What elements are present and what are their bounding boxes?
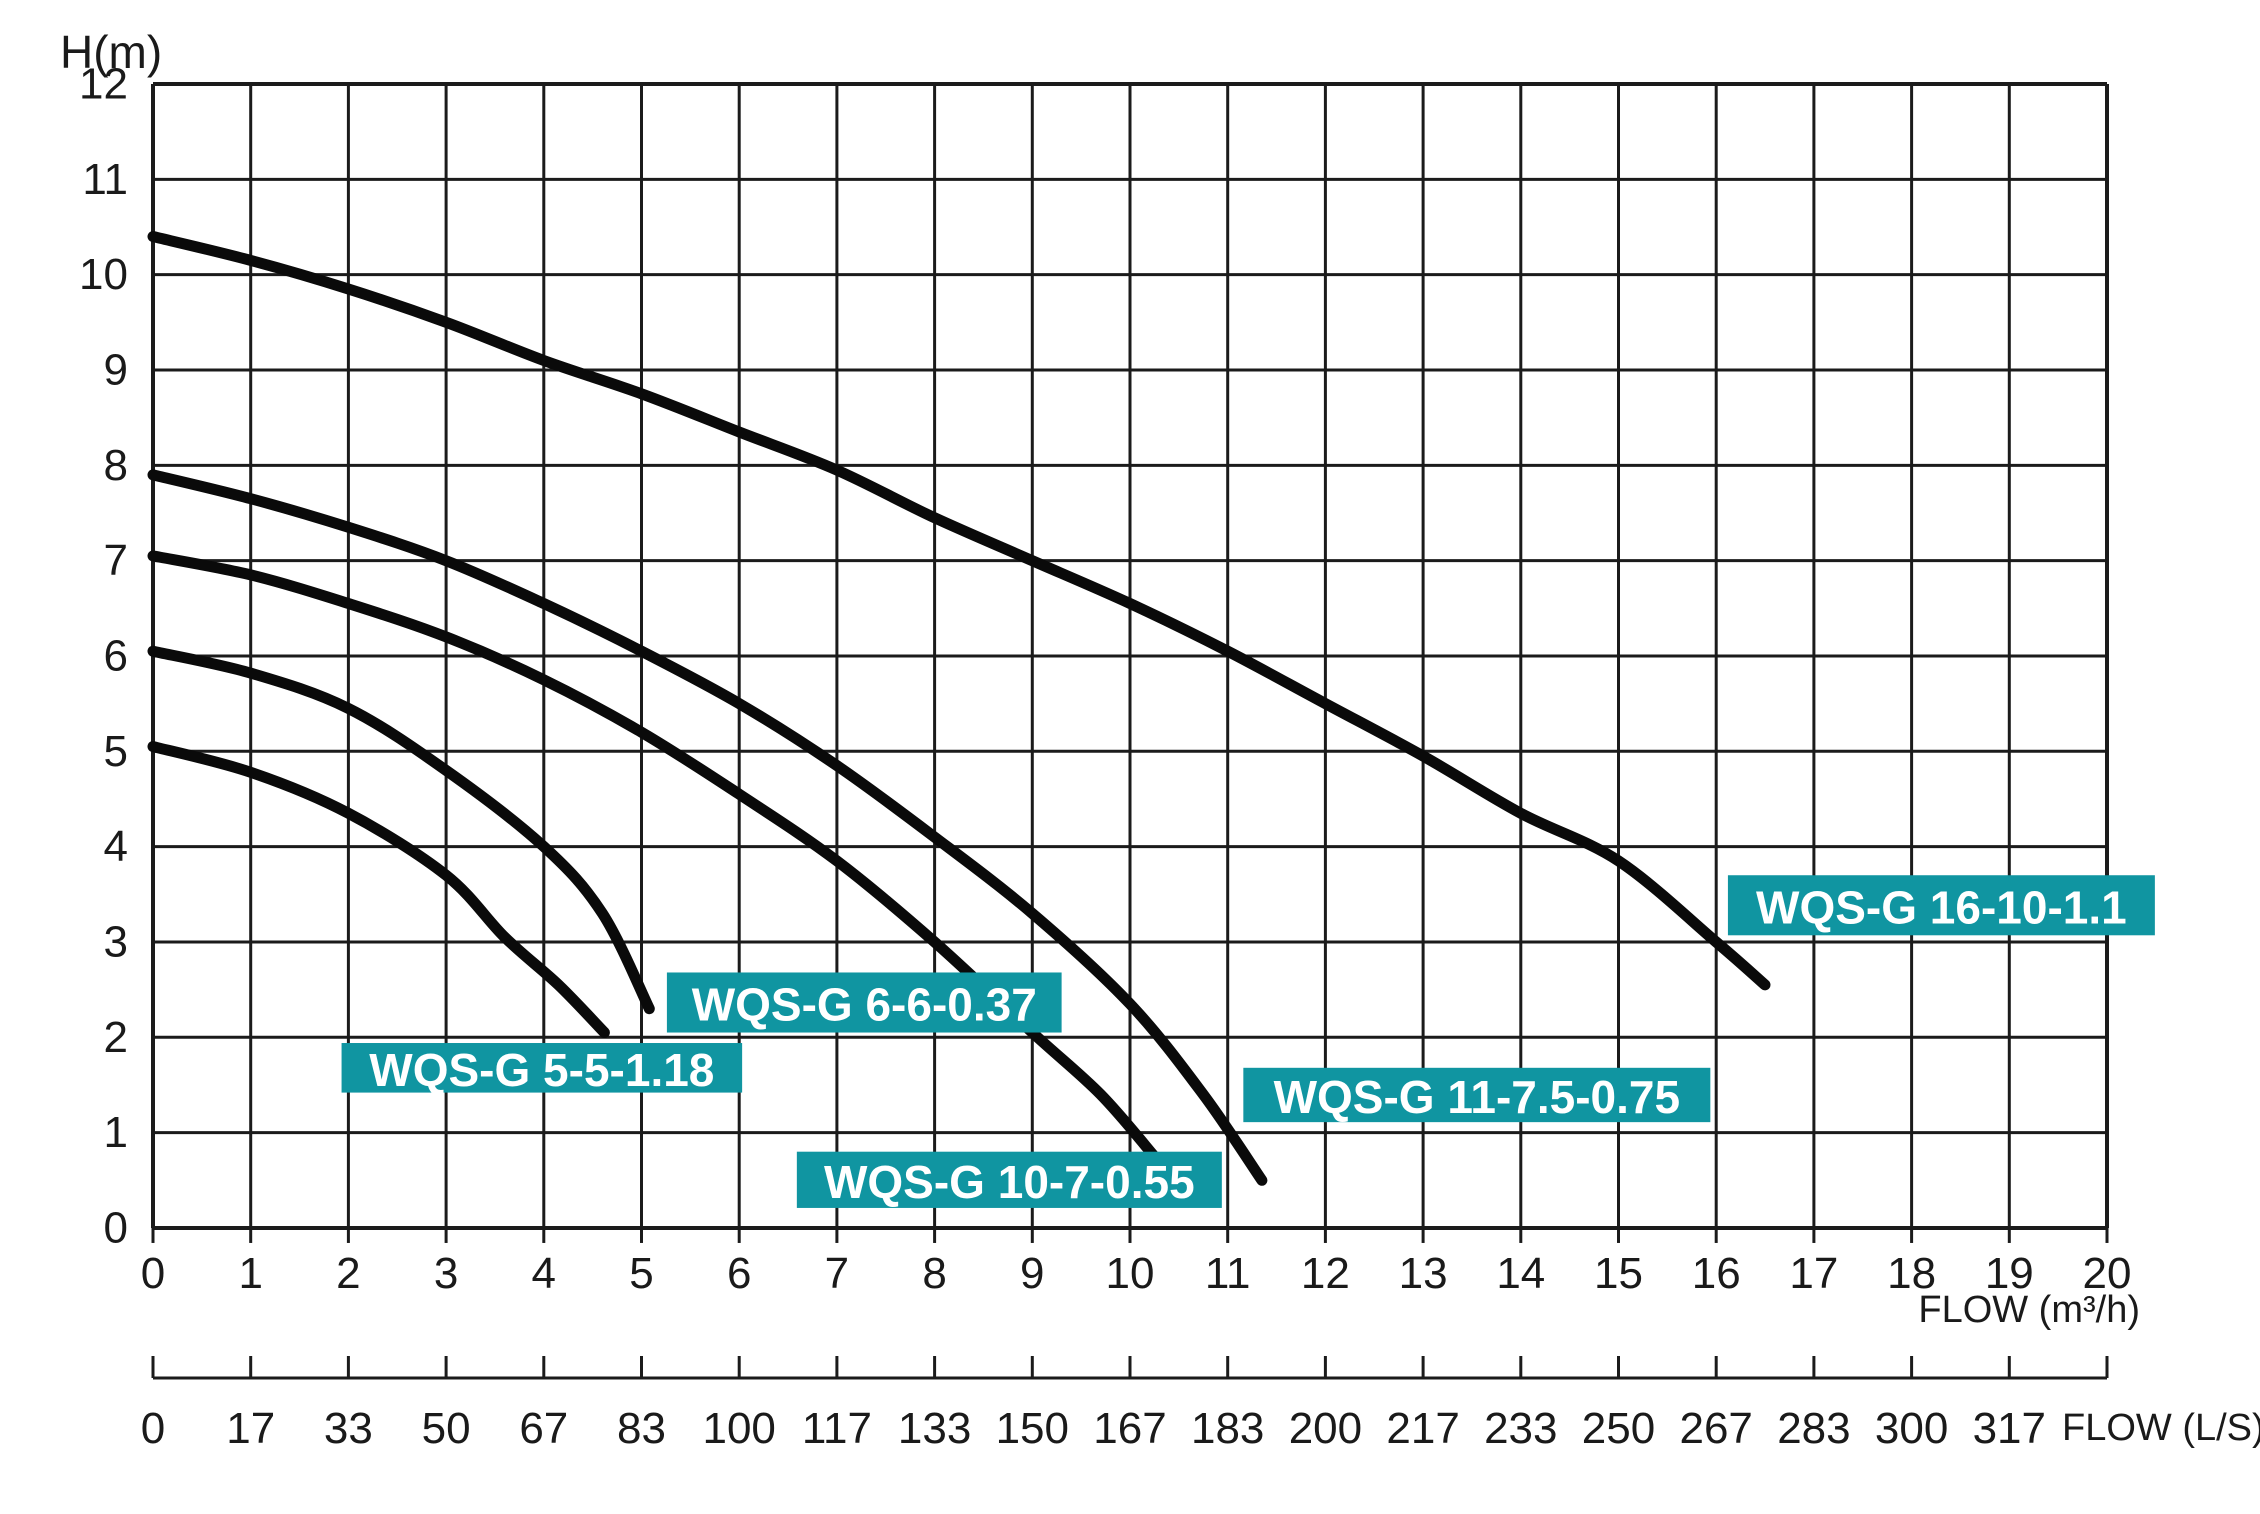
x-axis-tick-label: 19 [1985,1249,2034,1298]
secondary-axis-tick-label: 133 [898,1404,971,1453]
x-axis-tick-label: 13 [1399,1249,1448,1298]
secondary-axis-tick-label: 50 [422,1404,471,1453]
y-axis-title: H(m) [60,26,162,78]
secondary-axis-tick-label: 250 [1582,1404,1655,1453]
x-axis-tick-label: 17 [1789,1249,1838,1298]
secondary-axis-title: FLOW (L/S) [2062,1407,2260,1449]
secondary-axis-tick-label: 317 [1973,1404,2046,1453]
secondary-axis-tick-label: 283 [1777,1404,1850,1453]
x-axis-tick-label: 11 [1205,1249,1251,1298]
secondary-axis-tick-label: 33 [324,1404,373,1453]
secondary-axis-tick-label: 183 [1191,1404,1264,1453]
secondary-axis-tick-label: 67 [519,1404,568,1453]
y-axis-tick-label: 4 [104,822,128,871]
secondary-axis-tick-label: 17 [226,1404,275,1453]
x-axis-tick-label: 1 [238,1249,262,1298]
secondary-axis-tick-label: 217 [1386,1404,1459,1453]
x-axis-tick-label: 2 [336,1249,360,1298]
x-axis-tick-label: 3 [434,1249,458,1298]
series-label: WQS-G 16-10-1.1 [1756,881,2127,933]
curve-wqs-g-6-6-0.37 [147,645,655,1015]
x-axis-tick-label: 5 [629,1249,653,1298]
secondary-axis-tick-label: 100 [702,1404,775,1453]
y-axis-tick-label: 9 [104,345,128,394]
series-label: WQS-G 11-7.5-0.75 [1274,1071,1681,1123]
series-label-box [796,1151,1222,1208]
y-axis-tick-label: 6 [104,631,128,680]
curve-wqs-g-5-5-1.18 [147,741,610,1038]
x-axis-tick-label: 10 [1106,1249,1155,1298]
x-axis-tick-label: 18 [1887,1249,1936,1298]
y-axis-tick-label: 1 [104,1108,128,1157]
y-axis-tick-label: 7 [104,536,128,585]
secondary-axis-tick-label: 0 [141,1404,165,1453]
y-axis-tick-label: 12 [79,60,128,109]
y-axis-tick-label: 5 [104,727,128,776]
x-axis-title: FLOW (m³/h) [1918,1289,2140,1331]
secondary-axis-tick-label: 150 [996,1404,1069,1453]
x-axis-tick-label: 16 [1692,1249,1741,1298]
x-axis-tick-label: 7 [825,1249,849,1298]
y-axis-tick-label: 8 [104,441,128,490]
x-axis-tick-label: 8 [922,1249,946,1298]
curve-wqs-g-11-7.5-0.75 [147,469,1268,1186]
y-axis-tick-label: 3 [104,917,128,966]
x-axis-tick-label: 9 [1020,1249,1044,1298]
y-axis-tick-label: 2 [104,1013,128,1062]
curve-wqs-g-16-10-1.1 [147,231,1771,991]
x-axis-tick-label: 15 [1594,1249,1643,1298]
x-axis-tick-label: 0 [141,1249,165,1298]
x-axis-tick-label: 20 [2083,1249,2132,1298]
secondary-axis-tick-label: 167 [1093,1404,1166,1453]
secondary-axis-tick-label: 83 [617,1404,666,1453]
series-label-box [666,972,1062,1033]
y-axis-tick-label: 11 [82,155,128,204]
secondary-axis-tick-label: 117 [802,1404,872,1453]
x-axis-tick-label: 4 [532,1249,556,1298]
secondary-axis-tick-label: 267 [1679,1404,1752,1453]
x-axis-tick-label: 6 [727,1249,751,1298]
y-axis-tick-label: 10 [79,250,128,299]
series-label-box [341,1043,743,1093]
secondary-axis-tick-label: 300 [1875,1404,1948,1453]
series-label-box [1243,1067,1711,1123]
series-label: WQS-G 5-5-1.18 [369,1044,714,1096]
x-axis-tick-label: 14 [1496,1249,1545,1298]
y-axis-tick-label: 0 [104,1203,128,1252]
series-label: WQS-G 10-7-0.55 [824,1156,1195,1208]
series-label-box [1727,875,2155,936]
secondary-axis-tick-label: 200 [1289,1404,1362,1453]
x-axis-tick-label: 12 [1301,1249,1350,1298]
series-label: WQS-G 6-6-0.37 [692,979,1037,1031]
secondary-axis-tick-label: 233 [1484,1404,1557,1453]
